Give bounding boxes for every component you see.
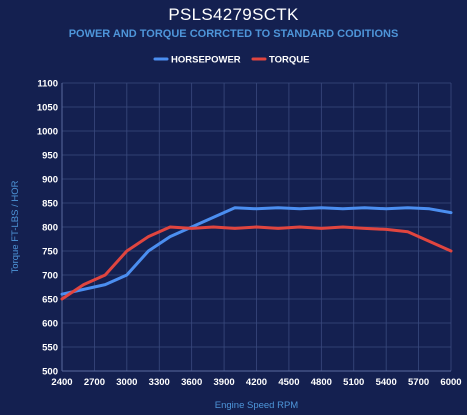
- chart-title: PSLS4279SCTK: [168, 5, 299, 24]
- x-tick-label: 2400: [51, 377, 72, 388]
- y-tick-label: 500: [42, 367, 58, 378]
- x-tick-label: 5700: [408, 377, 429, 388]
- x-tick-label: 4500: [278, 377, 299, 388]
- y-tick-label: 650: [42, 295, 58, 306]
- y-tick-label: 900: [42, 175, 58, 186]
- x-tick-label: 5400: [376, 377, 397, 388]
- x-tick-label: 3300: [149, 377, 170, 388]
- x-tick-label: 2700: [84, 377, 105, 388]
- legend[interactable]: HORSEPOWER TORQUE: [153, 55, 309, 66]
- tick-labels: 500 550 600 650 700 750 800 850 900 950 1000 1050 11…: [37, 79, 462, 389]
- y-tick-label: 850: [42, 199, 58, 210]
- y-tick-label: 700: [42, 271, 58, 282]
- series-lines: [60, 206, 453, 301]
- x-tick-label: 4200: [246, 377, 267, 388]
- legend-label: TORQUE: [269, 55, 309, 66]
- y-tick-label: 550: [42, 343, 58, 354]
- y-tick-label: 800: [42, 223, 58, 234]
- y-tick-label: 1050: [37, 103, 58, 114]
- legend-item-horsepower[interactable]: HORSEPOWER: [153, 55, 241, 66]
- y-tick-label: 950: [42, 151, 58, 162]
- y-tick-label: 600: [42, 319, 58, 330]
- x-tick-label: 6000: [440, 377, 461, 388]
- series-line-horsepower: [60, 206, 453, 296]
- chart-subtitle: POWER AND TORQUE CORRCTED TO STANDARD CO…: [68, 28, 399, 40]
- x-tick-label: 4800: [311, 377, 332, 388]
- series-line-torque: [60, 225, 453, 301]
- legend-label: HORSEPOWER: [171, 55, 241, 66]
- y-axis-label: Torque FT-LBS / HOR: [10, 180, 21, 273]
- x-tick-label: 3600: [181, 377, 202, 388]
- x-tick-label: 5100: [343, 377, 364, 388]
- x-axis-label: Engine Speed RPM: [215, 400, 299, 411]
- y-tick-label: 750: [42, 247, 58, 258]
- x-tick-label: 3900: [214, 377, 235, 388]
- x-tick-label: 3000: [116, 377, 137, 388]
- legend-item-torque[interactable]: TORQUE: [251, 55, 309, 66]
- y-tick-label: 1100: [37, 79, 58, 90]
- y-tick-label: 1000: [37, 127, 58, 138]
